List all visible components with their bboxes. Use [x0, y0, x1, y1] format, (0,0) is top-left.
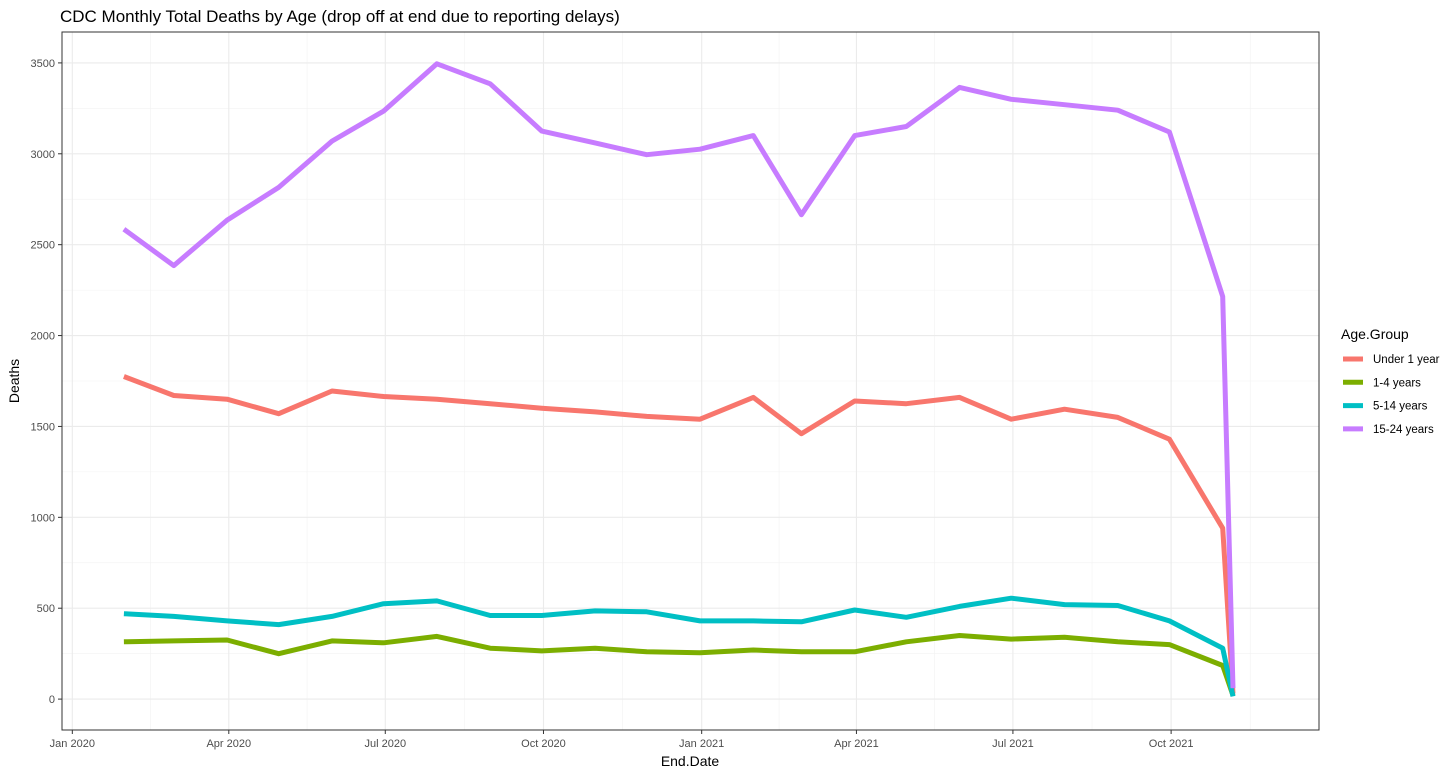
x-tick-label: Jul 2020: [364, 738, 406, 750]
y-tick-label: 2500: [31, 240, 55, 252]
y-tick-label: 0: [49, 694, 55, 706]
y-axis-title: Deaths: [6, 359, 22, 403]
series-line: [123, 595, 1236, 697]
series-lines: [122, 61, 1236, 697]
x-tick-label: Jul 2021: [992, 738, 1034, 750]
y-axis: 0 500 1000 1500 2000 2500 3000 3500: [31, 58, 62, 706]
x-tick-label: Jan 2020: [50, 738, 95, 750]
x-tick-label: Oct 2021: [1149, 738, 1194, 750]
y-tick-label: 3000: [31, 149, 55, 161]
legend-title: Age.Group: [1341, 326, 1409, 342]
y-tick-label: 1500: [31, 421, 55, 433]
chart-title: CDC Monthly Total Deaths by Age (drop of…: [60, 7, 620, 26]
y-tick-label: 3500: [31, 58, 55, 70]
x-axis: Jan 2020 Apr 2020 Jul 2020 Oct 2020 Jan 2021…: [50, 730, 1194, 750]
x-tick-label: Jan 2021: [679, 738, 724, 750]
y-tick-label: 500: [37, 603, 55, 615]
y-tick-label: 1000: [31, 512, 55, 524]
legend-label: 5-14 years: [1373, 401, 1428, 413]
series-line: [122, 61, 1236, 689]
x-tick-label: Oct 2020: [521, 738, 566, 750]
legend-label: 1-4 years: [1373, 377, 1421, 389]
x-tick-label: Apr 2021: [834, 738, 879, 750]
x-tick-label: Apr 2020: [206, 738, 251, 750]
x-axis-title: End.Date: [661, 753, 720, 769]
series-line: [123, 374, 1236, 694]
legend-label: Under 1 year: [1373, 354, 1440, 366]
legend: Age.Group Under 1 year 1-4 years 5-14 year…: [1341, 326, 1440, 436]
y-tick-label: 2000: [31, 331, 55, 343]
series-line: [123, 633, 1236, 697]
legend-label: 15-24 years: [1373, 424, 1434, 436]
plot-border: [61, 31, 1320, 731]
